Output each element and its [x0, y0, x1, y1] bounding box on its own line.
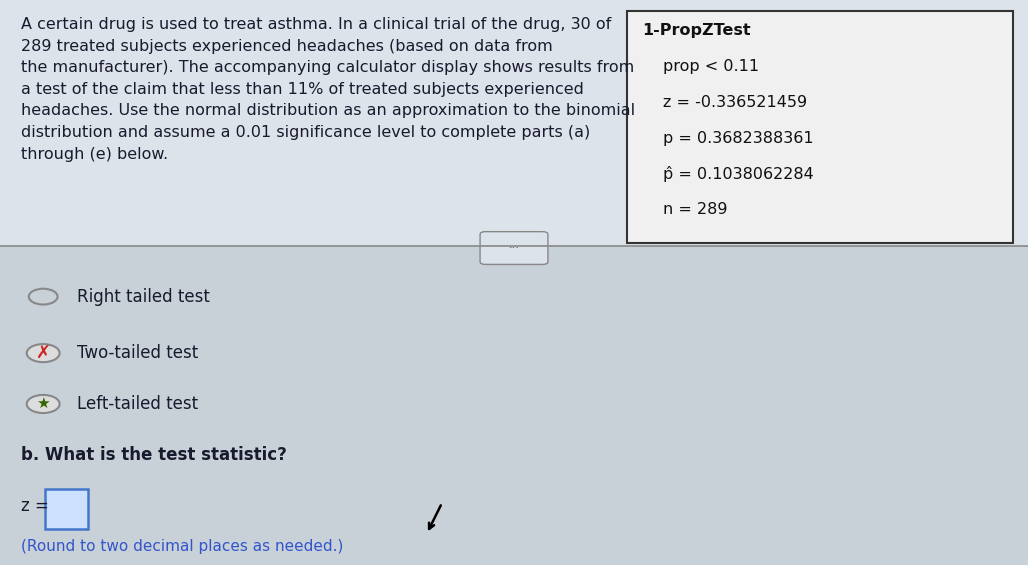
Text: b. What is the test statistic?: b. What is the test statistic? [21, 446, 287, 464]
Circle shape [27, 395, 60, 413]
FancyBboxPatch shape [0, 0, 1028, 246]
Text: (Round to two decimal places as needed.): (Round to two decimal places as needed.) [21, 540, 343, 554]
Text: z = -0.336521459: z = -0.336521459 [663, 95, 807, 110]
Text: 1-PropZTest: 1-PropZTest [642, 23, 751, 38]
Text: ...: ... [509, 240, 519, 250]
Text: Two-tailed test: Two-tailed test [77, 344, 198, 362]
Text: Left-tailed test: Left-tailed test [77, 395, 198, 413]
Text: ✗: ✗ [36, 344, 50, 362]
Text: z =: z = [21, 497, 48, 515]
Text: A certain drug is used to treat asthma. In a clinical trial of the drug, 30 of
2: A certain drug is used to treat asthma. … [21, 17, 634, 162]
FancyBboxPatch shape [45, 489, 88, 529]
Text: Right tailed test: Right tailed test [77, 288, 210, 306]
Text: n = 289: n = 289 [663, 202, 728, 217]
Text: p̂ = 0.1038062284: p̂ = 0.1038062284 [663, 166, 814, 182]
Text: p = 0.3682388361: p = 0.3682388361 [663, 131, 814, 146]
FancyBboxPatch shape [627, 11, 1013, 243]
FancyBboxPatch shape [0, 246, 1028, 565]
FancyBboxPatch shape [480, 232, 548, 264]
Text: prop < 0.11: prop < 0.11 [663, 59, 760, 75]
Text: ★: ★ [36, 396, 50, 411]
Circle shape [27, 344, 60, 362]
